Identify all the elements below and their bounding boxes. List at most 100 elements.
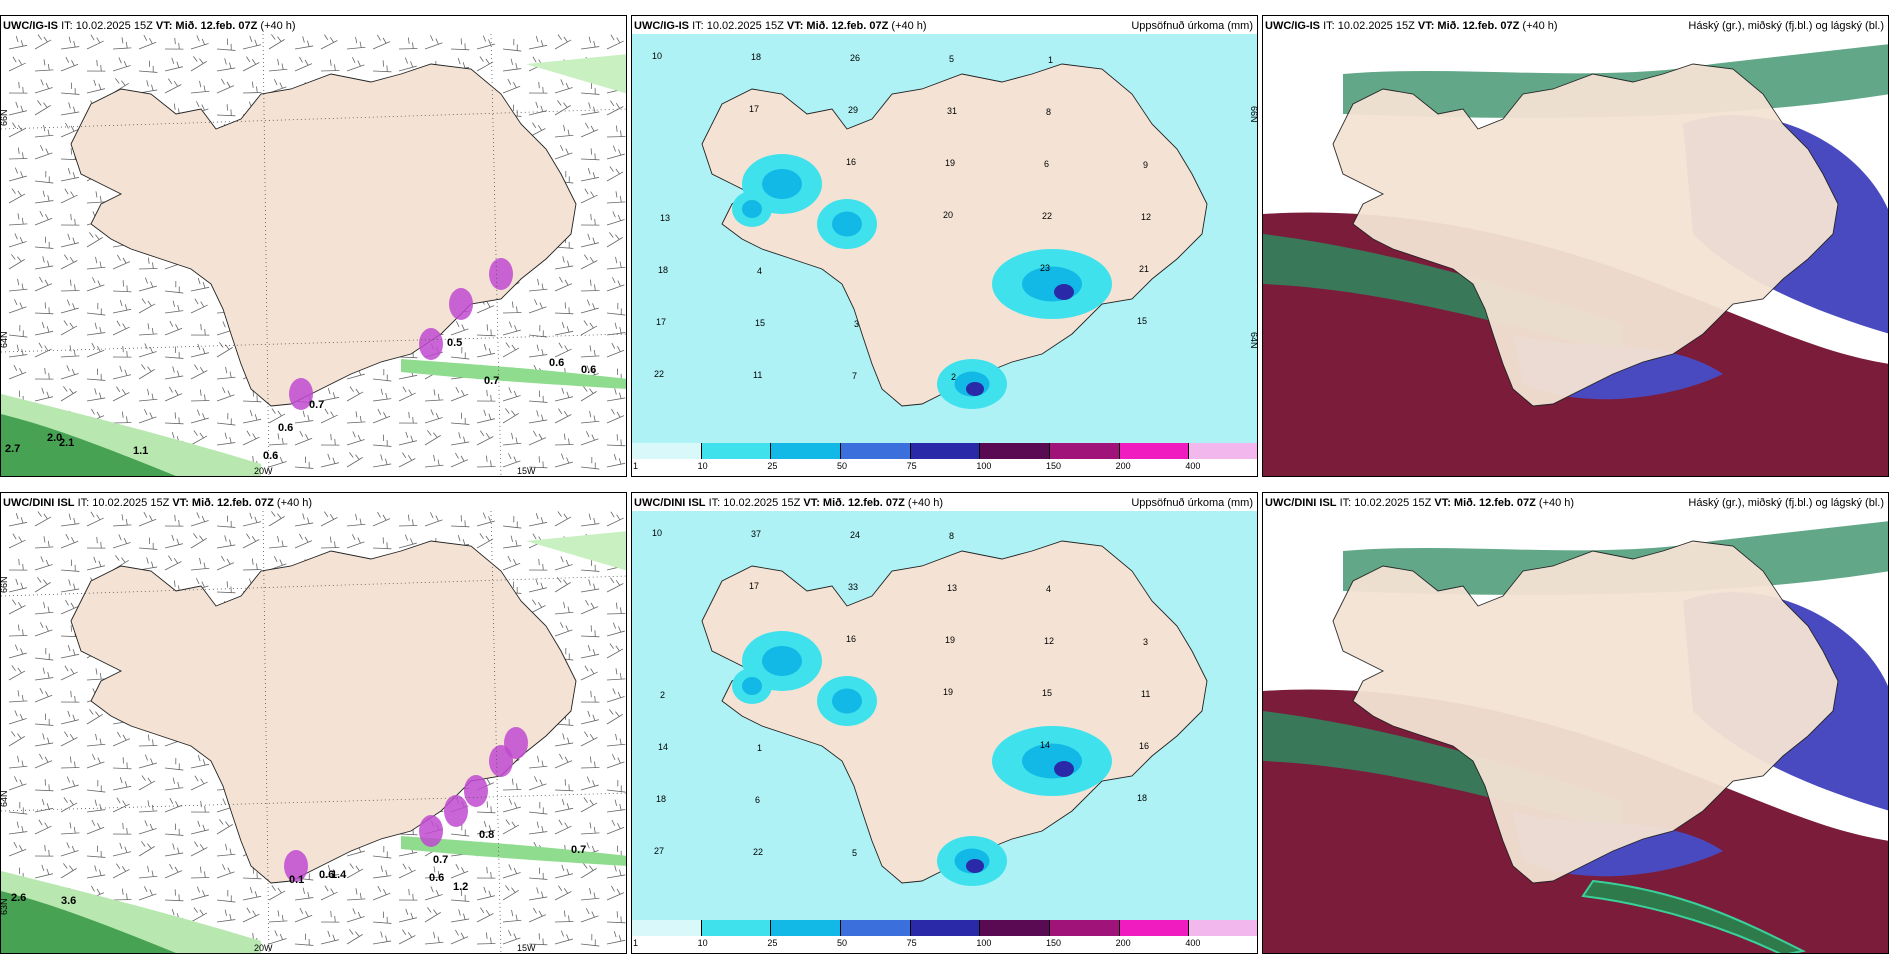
lat-label-64: 64N: [1249, 332, 1258, 349]
precip-value: 2: [951, 372, 956, 382]
value-label: 1.1: [133, 445, 148, 457]
lat-label-63: 63N: [1, 898, 9, 915]
precip-value: 14: [658, 742, 668, 752]
value-labels: 0.8 0.7 0.7 0.6 1.2 2.6 3.6 1.4 0.6 0.1: [11, 829, 586, 907]
precip-value: 15: [1042, 688, 1052, 698]
snow-cell: [419, 328, 443, 360]
colorbar-tick: 75: [906, 938, 917, 948]
lat-label-66: 66N: [1249, 106, 1258, 123]
panel-title: Uppsöfnuð úrkoma (mm): [1131, 497, 1253, 509]
iceland-land: [701, 540, 1208, 884]
precip-value: 23: [1040, 263, 1050, 273]
colorbar-tick: 25: [767, 461, 778, 471]
precip-value: 12: [1141, 212, 1151, 222]
value-label: 2.7: [5, 443, 20, 455]
iceland-land: [1332, 540, 1839, 884]
precip-value: 16: [846, 634, 856, 644]
wind-band-coast: [401, 836, 626, 866]
panel-header: UWC/DINI ISL IT: 10.02.2025 15Z VT: Mið.…: [3, 497, 313, 509]
colorbar: 1 10 25 50 75 100 150 200 400: [632, 441, 1257, 476]
precip-core: [832, 688, 862, 714]
value-label: 0.7: [571, 844, 586, 856]
precip-value: 24: [850, 530, 860, 540]
value-label: 0.6: [263, 450, 278, 462]
precip-value: 7: [852, 371, 857, 381]
panel-header: UWC/IG-IS IT: 10.02.2025 15Z VT: Mið. 12…: [1265, 20, 1558, 32]
precip-heavy-areas: [732, 154, 1112, 409]
colorbar-tick: 100: [976, 461, 992, 471]
wind-bands: [1, 531, 626, 953]
precip-value: 13: [947, 583, 957, 593]
precip-value: 16: [1139, 741, 1149, 751]
colorbar-swatch: [701, 443, 772, 459]
precip-value: 19: [943, 687, 953, 697]
precip-value: 17: [749, 104, 759, 114]
precip-map: 1017161914182737331915161822241312111465…: [632, 511, 1257, 921]
wind-band-north: [526, 531, 626, 571]
value-label: 2.6: [11, 892, 26, 904]
precip-value: 8: [1046, 107, 1051, 117]
cloud-map: [1263, 511, 1888, 953]
panel-bottom-middle: UWC/DINI ISL IT: 10.02.2025 15Z VT: Mið.…: [631, 492, 1258, 954]
precip-value: 37: [751, 529, 761, 539]
gridlines: [1, 34, 626, 476]
colorbar-tick: 400: [1185, 938, 1201, 948]
panel-header: UWC/DINI ISL IT: 10.02.2025 15Z VT: Mið.…: [1265, 497, 1575, 509]
precip-value: 13: [660, 213, 670, 223]
wind-map: 66N 64N 63N 20W 15W 0.8 0.7 0.7 0.6 1.2 …: [1, 511, 626, 953]
precip-value: 8: [949, 531, 954, 541]
panel-title: Háský (gr.), miðský (fj.bl.) og lágský (…: [1688, 20, 1884, 32]
precip-value: 17: [656, 317, 666, 327]
precip-value: 9: [1143, 160, 1148, 170]
precip-value: 6: [755, 795, 760, 805]
precip-value: 18: [658, 265, 668, 275]
precip-value: 22: [1042, 211, 1052, 221]
precip-value: 3: [854, 319, 859, 329]
value-label: 0.7: [433, 854, 448, 866]
snow-cell: [419, 815, 443, 847]
precip-value: 18: [656, 794, 666, 804]
wind-bands: [1, 54, 626, 476]
colorbar-tick: 50: [837, 461, 848, 471]
wind-band-north: [526, 54, 626, 94]
panel-top-left: UWC/IG-IS IT: 10.02.2025 15Z VT: Mið. 12…: [0, 15, 627, 477]
precip-core: [832, 211, 862, 237]
precip-core: [1022, 743, 1082, 779]
panel-title: Uppsöfnuð úrkoma (mm): [1131, 20, 1253, 32]
precip-value: 10: [652, 528, 662, 538]
precip-value: 15: [755, 318, 765, 328]
panel-title: Háský (gr.), miðský (fj.bl.) og lágský (…: [1688, 497, 1884, 509]
precip-value: 6: [1044, 159, 1049, 169]
value-label: 0.6: [278, 422, 293, 434]
colorbar-swatch: [841, 920, 911, 936]
colorbar-tick: 150: [1046, 461, 1062, 471]
precip-core: [762, 646, 802, 676]
precip-core: [742, 200, 762, 218]
precip-value: 5: [852, 848, 857, 858]
wind-band-coast: [401, 359, 626, 389]
lat-label-66: 66N: [1, 109, 9, 126]
precip-value: 15: [1137, 316, 1147, 326]
precip-value: 5: [949, 54, 954, 64]
wind-map: 66N 64N 20W 15W 0.5 0.6 0.6 0.7 0.7 0.6 …: [1, 34, 626, 476]
colorbar-tick: 25: [767, 938, 778, 948]
snow-cell: [464, 775, 488, 807]
colorbar-swatch: [980, 443, 1050, 459]
colorbar-swatch: [910, 443, 981, 459]
value-label: 0.8: [479, 829, 494, 841]
snow-cell: [489, 258, 513, 290]
snow-cell: [449, 288, 473, 320]
precip-core: [742, 677, 762, 695]
gridlines: [1, 511, 626, 953]
colorbar-swatch: [980, 920, 1050, 936]
precip-max: [966, 382, 984, 396]
colorbar: 1 10 25 50 75 100 150 200 400: [632, 918, 1257, 953]
panel-bottom-right: UWC/DINI ISL IT: 10.02.2025 15Z VT: Mið.…: [1262, 492, 1889, 954]
precip-value: 19: [945, 158, 955, 168]
precip-value: 29: [848, 105, 858, 115]
precip-value: 4: [1046, 584, 1051, 594]
colorbar-tick: 150: [1046, 938, 1062, 948]
colorbar-swatch: [841, 443, 911, 459]
colorbar-tick: 100: [976, 938, 992, 948]
precip-value: 11: [753, 370, 762, 380]
